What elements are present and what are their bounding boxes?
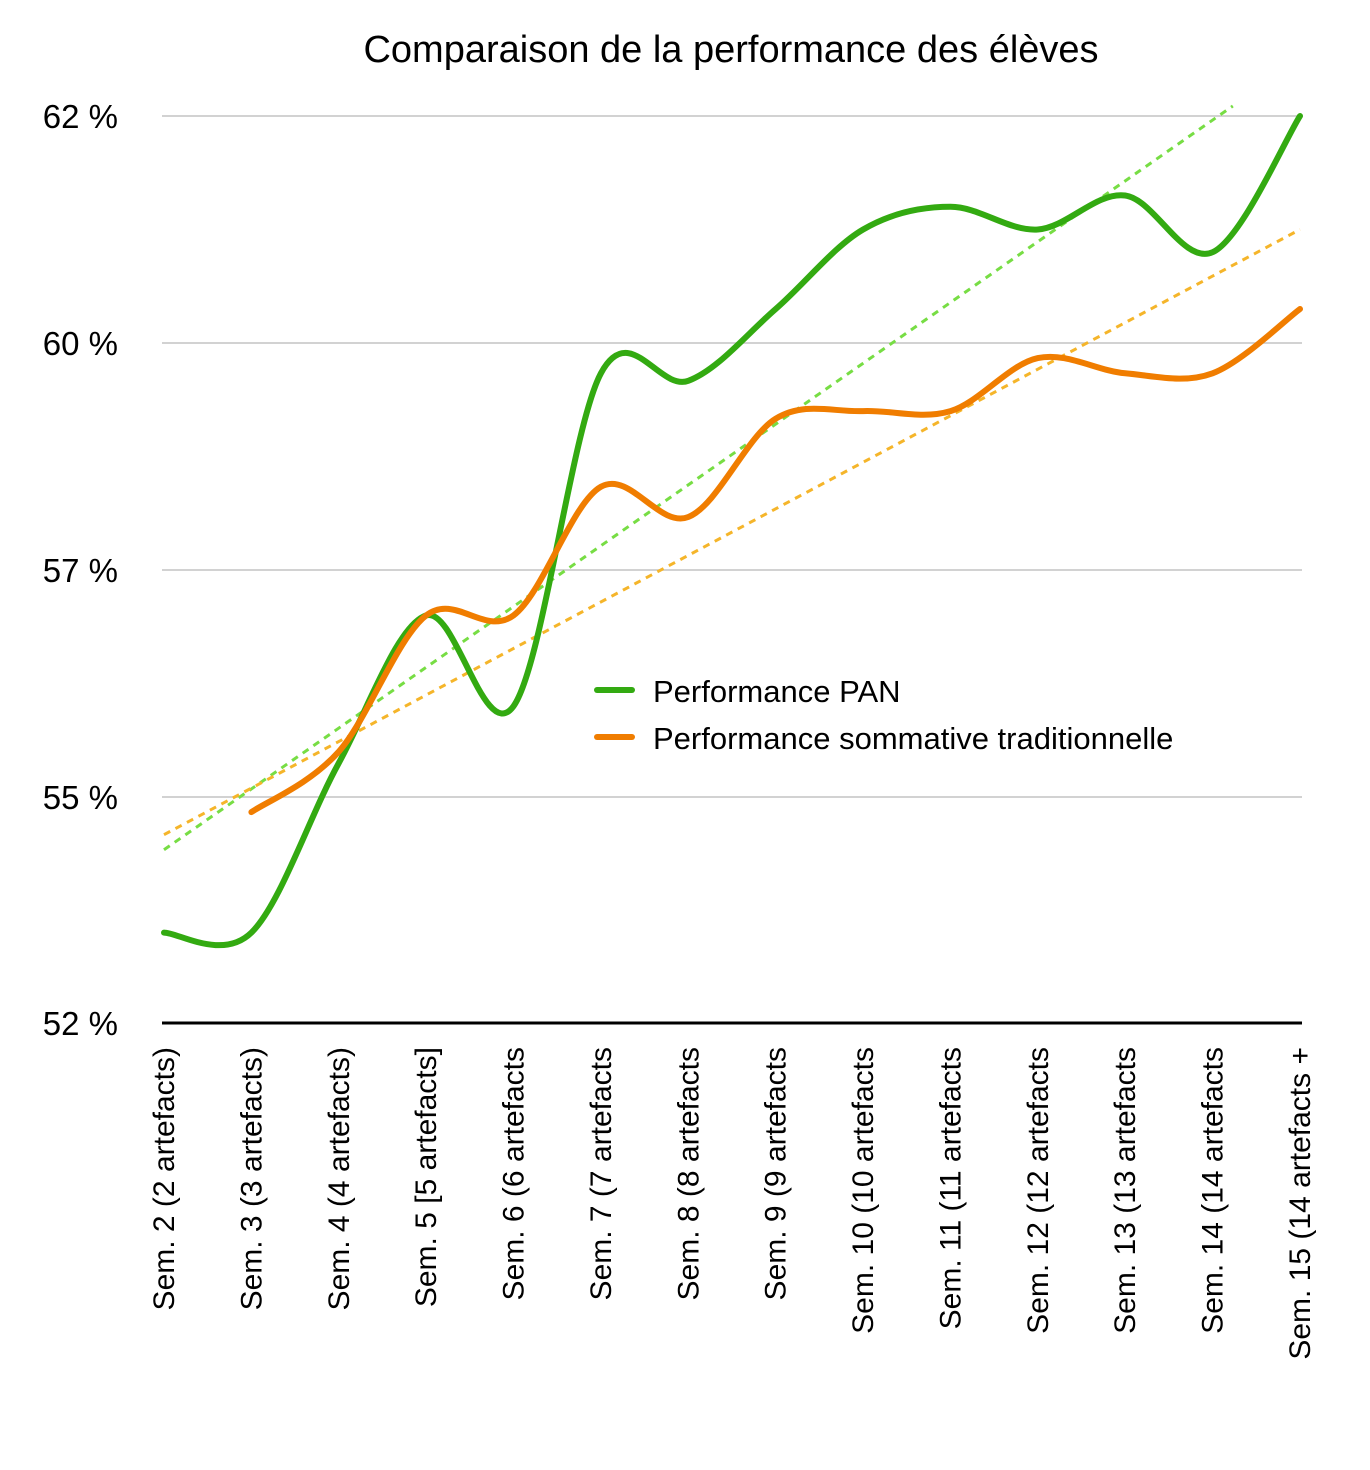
y-tick-label: 52 %	[43, 1005, 118, 1042]
legend-label-pan: Performance PAN	[653, 674, 901, 709]
x-tick-label: Sem. 2 (2 artefacts)	[148, 1047, 181, 1310]
data-point	[1297, 306, 1303, 312]
x-tick-label: Sem. 14 (14 artefacts	[1197, 1047, 1230, 1334]
data-point	[1122, 192, 1128, 198]
x-tick-label: Sem. 13 (13 artefacts	[1109, 1047, 1142, 1334]
data-point	[248, 930, 254, 936]
legend: Performance PAN Performance sommative tr…	[594, 674, 1173, 756]
data-point	[773, 306, 779, 312]
x-tick-label: Sem. 15 (14 artefacts +	[1284, 1047, 1317, 1360]
data-point	[947, 408, 953, 414]
x-axis-tick-labels: Sem. 2 (2 artefacts) Sem. 3 (3 artefacts)…	[148, 1047, 1317, 1360]
data-point	[511, 703, 517, 709]
series-line-traditional	[248, 306, 1303, 816]
x-tick-label: Sem. 4 (4 artefacts)	[323, 1047, 356, 1310]
x-tick-label: Sem. 3 (3 artefacts)	[235, 1047, 268, 1310]
gridlines	[162, 115, 1302, 798]
series-line-pan	[161, 113, 1303, 949]
y-axis-tick-labels: 52 % 55 % 57 % 60 % 62 %	[43, 98, 118, 1042]
x-tick-label: Sem. 11 (11 artefacts	[934, 1047, 967, 1329]
y-tick-label: 62 %	[43, 98, 118, 135]
data-point	[1122, 370, 1128, 376]
legend-label-traditional: Performance sommative traditionnelle	[653, 721, 1173, 756]
data-point	[685, 378, 691, 384]
x-tick-label: Sem. 10 (10 artefacts	[847, 1047, 880, 1334]
x-tick-label: Sem. 7 (7 artefacts	[585, 1047, 618, 1300]
y-tick-label: 55 %	[43, 779, 118, 816]
x-tick-label: Sem. 5 [5 artefacts]	[410, 1047, 443, 1307]
data-point	[1210, 370, 1216, 376]
x-tick-label: Sem. 6 (6 artefacts	[498, 1047, 531, 1300]
data-point	[598, 484, 604, 490]
data-point	[1035, 355, 1041, 361]
data-point	[161, 930, 167, 936]
y-tick-label: 60 %	[43, 325, 118, 362]
x-tick-label: Sem. 8 (8 artefacts	[672, 1047, 705, 1300]
data-point	[336, 760, 342, 766]
chart-title: Comparaison de la performance des élèves	[363, 29, 1098, 71]
y-tick-label: 57 %	[43, 552, 118, 589]
data-point	[1297, 113, 1303, 119]
series-lines	[161, 113, 1303, 949]
data-point	[336, 749, 342, 755]
data-point	[685, 514, 691, 520]
data-point	[423, 612, 429, 618]
data-point	[1035, 227, 1041, 233]
data-point	[860, 227, 866, 233]
data-point	[947, 204, 953, 210]
data-point	[773, 416, 779, 422]
trendline-pan	[163, 104, 1234, 851]
data-point	[860, 408, 866, 414]
data-point	[248, 809, 254, 815]
data-point	[598, 370, 604, 376]
x-tick-label: Sem. 12 (12 artefacts	[1022, 1047, 1055, 1334]
x-tick-label: Sem. 9 (9 artefacts	[760, 1047, 793, 1300]
data-point	[511, 612, 517, 618]
data-point	[1210, 249, 1216, 255]
